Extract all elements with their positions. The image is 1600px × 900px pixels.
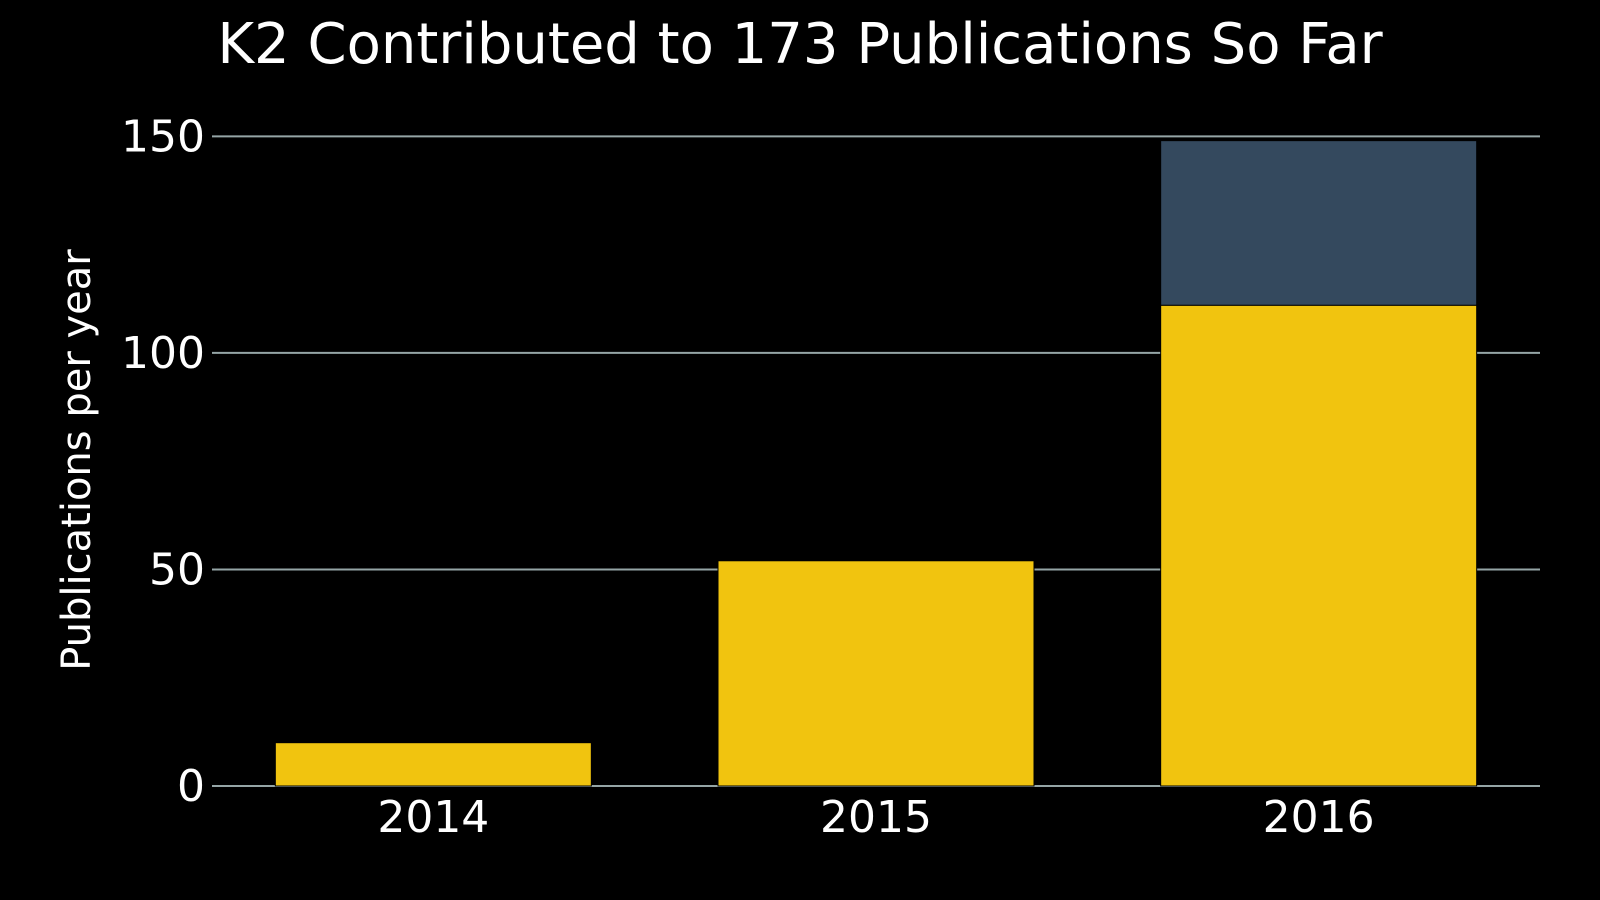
- chart-title: K2 Contributed to 173 Publications So Fa…: [217, 12, 1383, 77]
- bar-2016-series-1: [1160, 140, 1478, 306]
- y-tick-label: 100: [121, 328, 205, 379]
- x-tick-label: 2016: [1263, 792, 1375, 843]
- y-tick-label: 150: [121, 111, 205, 162]
- bar-2015-series-0: [717, 560, 1035, 787]
- y-tick-label: 0: [177, 761, 205, 812]
- y-axis-label: Publications per year: [54, 249, 100, 671]
- y-tick-labels: 0 50 100 150: [121, 111, 205, 812]
- bars: [274, 140, 1478, 787]
- bar-2014-series-0: [274, 742, 592, 787]
- x-tick-label: 2014: [377, 792, 489, 843]
- y-tick-label: 50: [149, 544, 205, 595]
- x-tick-labels: 2014 2015 2016: [377, 792, 1374, 843]
- x-tick-label: 2015: [820, 792, 932, 843]
- bar-2016-series-0: [1160, 304, 1478, 787]
